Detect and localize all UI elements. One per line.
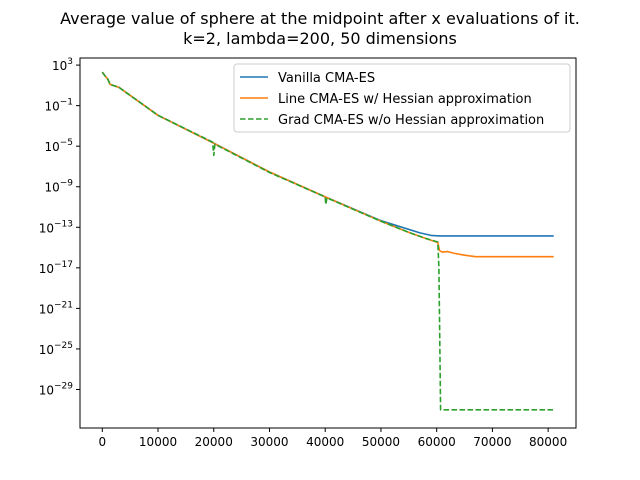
x-tick-label: 80000 — [529, 435, 567, 449]
y-tick-label: 10−17 — [39, 260, 73, 276]
x-tick-label: 20000 — [195, 435, 233, 449]
y-tick-label: 103 — [52, 57, 73, 73]
x-tick-label: 30000 — [250, 435, 288, 449]
legend-label-1: Vanilla CMA-ES — [278, 71, 375, 86]
y-tick-label: 10−25 — [39, 341, 73, 357]
legend: Vanilla CMA-ES Line CMA-ES w/ Hessian app… — [233, 63, 571, 133]
x-axis-ticks: 0 10000 20000 30000 40000 50000 60000 70000 8000… — [98, 428, 567, 449]
y-axis-ticks: 103 10−1 10−5 10−9 10−13 10−17 10−21 10−25 10−29 — [39, 57, 80, 397]
y-tick-label: 10−5 — [44, 138, 73, 154]
x-tick-label: 60000 — [418, 435, 456, 449]
y-tick-label: 10−21 — [39, 300, 73, 316]
legend-label-3: Grad CMA-ES w/o Hessian approximation — [278, 113, 544, 128]
x-tick-label: 10000 — [139, 435, 177, 449]
x-tick-label: 40000 — [306, 435, 344, 449]
series-line-3 — [101, 71, 554, 411]
plot-frame — [79, 57, 577, 429]
legend-label-2: Line CMA-ES w/ Hessian approximation — [278, 92, 532, 107]
y-tick-label: 10−1 — [44, 98, 73, 114]
y-tick-label: 10−9 — [44, 179, 73, 195]
series-lines — [101, 71, 554, 411]
x-tick-label: 50000 — [362, 435, 400, 449]
y-tick-label: 10−13 — [39, 219, 73, 235]
chart-subtitle: k=2, lambda=200, 50 dimensions — [183, 29, 457, 48]
y-tick-label: 10−29 — [39, 381, 74, 397]
chart-title: Average value of sphere at the midpoint … — [60, 9, 580, 28]
x-tick-label: 70000 — [473, 435, 511, 449]
legend-box — [233, 63, 571, 133]
x-tick-label: 0 — [98, 435, 106, 449]
